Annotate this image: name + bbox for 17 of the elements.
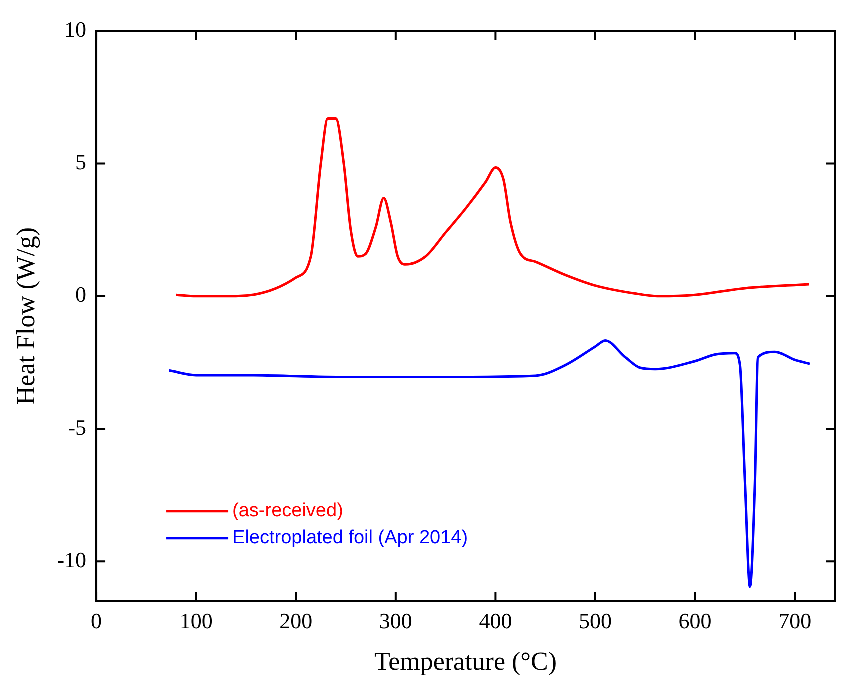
x-tick-label: 0	[91, 608, 102, 634]
x-tick-label: 500	[578, 608, 612, 634]
y-tick-label: -10	[57, 547, 87, 572]
x-axis-title: Temperature (°C)	[374, 647, 558, 676]
y-tick-label: 5	[76, 150, 87, 175]
y-tick-label: 0	[76, 282, 87, 308]
y-tick-label: 10	[64, 16, 87, 42]
legend-label: (as-received)	[232, 500, 344, 522]
x-tick-label: 700	[778, 608, 812, 634]
x-tick-label: 200	[280, 608, 313, 634]
x-tick-label: 100	[180, 608, 213, 634]
x-tick-label: 600	[678, 608, 712, 634]
y-tick-label: -5	[68, 414, 87, 440]
x-tick-label: 400	[479, 608, 512, 634]
legend-label: Electroplated foil (Apr 2014)	[232, 528, 468, 549]
x-tick-label: 300	[379, 608, 412, 634]
y-axis-title: Heat Flow (W/g)	[11, 227, 40, 406]
